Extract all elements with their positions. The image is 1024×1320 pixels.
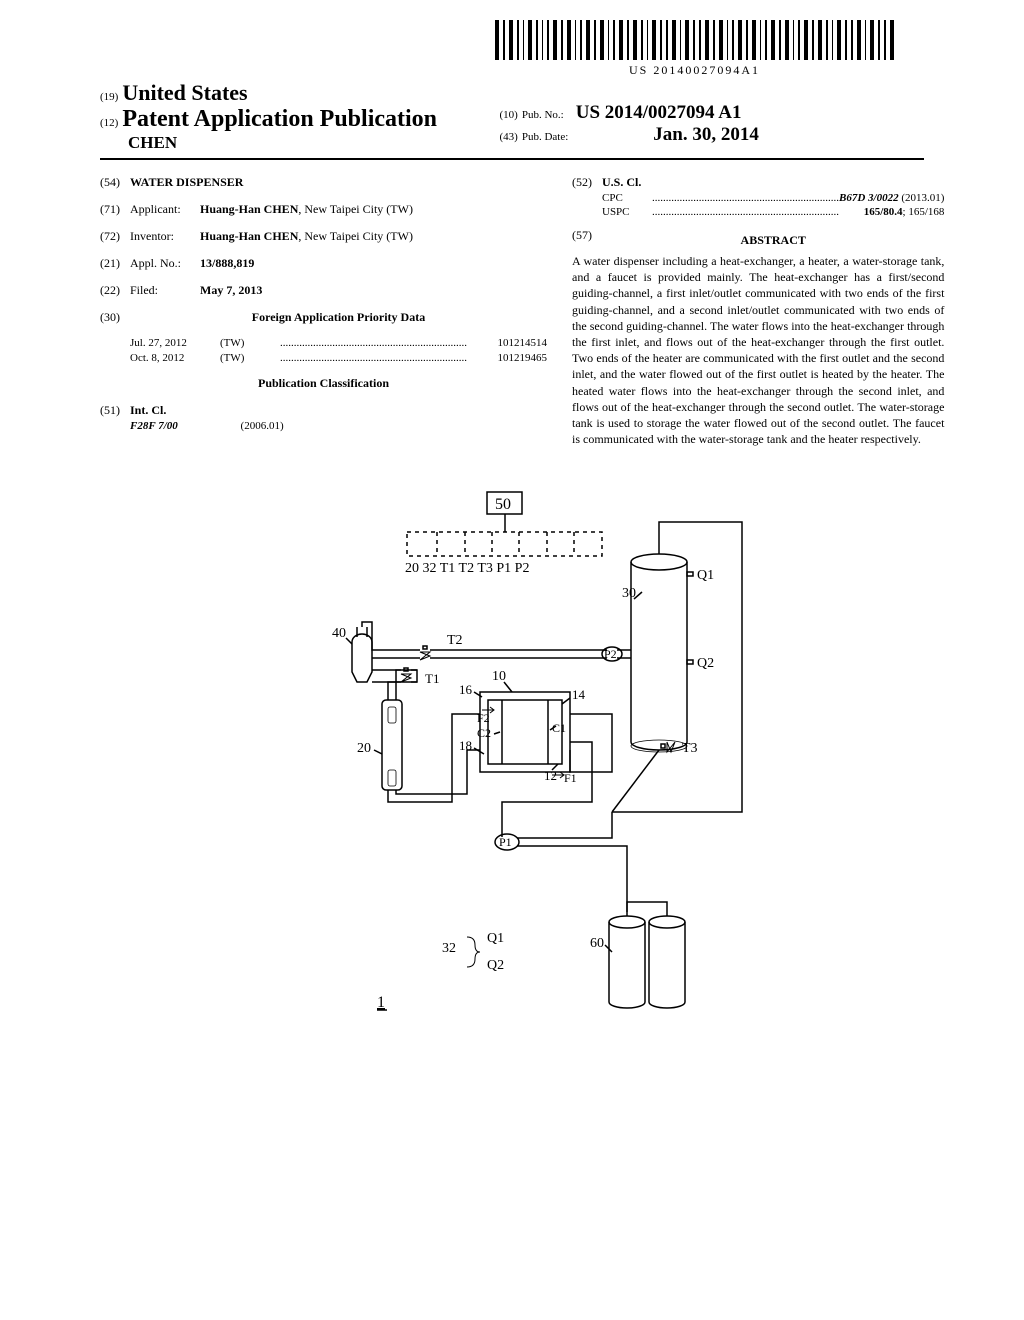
svg-text:1: 1 — [377, 994, 385, 1011]
applicant-code: (71) — [100, 202, 130, 217]
uspc-label: USPC — [602, 206, 652, 218]
svg-text:14: 14 — [572, 687, 586, 702]
inventor-code: (72) — [100, 229, 130, 244]
pub-class-header: Publication Classification — [100, 376, 547, 391]
applno-label: Appl. No.: — [130, 256, 200, 271]
intcl-label: Int. Cl. — [130, 403, 547, 418]
priority-date-0: Jul. 27, 2012 — [130, 337, 220, 349]
code-19: (19) — [100, 91, 118, 103]
cpc-value: B67D 3/0022 — [839, 192, 899, 204]
divider-line — [100, 158, 924, 160]
svg-text:P1: P1 — [499, 835, 512, 849]
svg-text:20 32 T1 T2 T3 P1 P2: 20 32 T1 T2 T3 P1 P2 — [405, 561, 529, 576]
priority-row-1: Oct. 8, 2012 (TW) 101219465 — [130, 352, 547, 364]
code-43: (43) — [500, 131, 518, 143]
abstract-code: (57) — [572, 228, 602, 253]
left-column: (54) WATER DISPENSER (71) Applicant: Hua… — [100, 175, 547, 447]
barcode-graphic — [495, 20, 894, 60]
inventor-loc: , New Taipei City (TW) — [298, 229, 413, 243]
svg-text:P2: P2 — [604, 647, 617, 661]
pub-date-label: Pub. Date: — [522, 131, 568, 143]
priority-number-1: 101219465 — [467, 352, 547, 364]
svg-text:10: 10 — [492, 669, 506, 684]
uspc-value: 165/80.4 — [864, 206, 903, 218]
diagram-area: 50 20 32 T1 T2 T3 P1 P2 30 Q1 Q2 — [100, 482, 924, 1057]
country: United States — [122, 80, 247, 105]
pub-no-label: Pub. No.: — [522, 109, 564, 121]
title-code: (54) — [100, 175, 130, 190]
priority-country-0: (TW) — [220, 337, 280, 349]
filed-label: Filed: — [130, 283, 200, 298]
svg-text:T2: T2 — [447, 633, 463, 648]
applno-code: (21) — [100, 256, 130, 271]
dots — [652, 192, 839, 204]
intcl-class: F28F 7/00 — [130, 420, 178, 432]
barcode-section: US 20140027094A1 — [495, 20, 894, 78]
svg-text:T1: T1 — [425, 671, 439, 686]
svg-text:20: 20 — [357, 741, 371, 756]
svg-text:60: 60 — [590, 936, 604, 951]
abstract-text: A water dispenser including a heat-excha… — [572, 253, 944, 447]
priority-header: Foreign Application Priority Data — [130, 310, 547, 325]
svg-text:50: 50 — [495, 496, 511, 513]
inventor-label: Inventor: — [130, 229, 200, 244]
patent-diagram: 50 20 32 T1 T2 T3 P1 P2 30 Q1 Q2 — [212, 482, 812, 1052]
patent-title: WATER DISPENSER — [130, 175, 547, 190]
svg-text:F1: F1 — [564, 771, 577, 785]
priority-number-0: 101214514 — [467, 337, 547, 349]
svg-text:Q2: Q2 — [487, 958, 504, 973]
uscl-label: U.S. Cl. — [602, 175, 944, 190]
filed-value: May 7, 2013 — [200, 283, 547, 298]
svg-text:16: 16 — [459, 682, 473, 697]
svg-text:T3: T3 — [682, 741, 698, 756]
header-section: (19) United States (12) Patent Applicati… — [100, 80, 924, 153]
svg-text:40: 40 — [332, 626, 346, 641]
filed-code: (22) — [100, 283, 130, 298]
svg-text:F2: F2 — [477, 711, 490, 725]
pub-no: US 2014/0027094 A1 — [576, 102, 742, 123]
dots — [280, 352, 467, 364]
code-10: (10) — [500, 109, 518, 121]
abstract-header: ABSTRACT — [602, 233, 944, 248]
applicant-label: Applicant: — [130, 202, 200, 217]
priority-country-1: (TW) — [220, 352, 280, 364]
dots — [652, 206, 864, 218]
priority-row-0: Jul. 27, 2012 (TW) 101214514 — [130, 337, 547, 349]
uspc-row: USPC 165/80.4; 165/168 — [602, 206, 944, 218]
svg-text:Q1: Q1 — [697, 568, 714, 583]
applno-value: 13/888,819 — [200, 256, 547, 271]
cpc-year: (2013.01) — [901, 192, 944, 204]
priority-date-1: Oct. 8, 2012 — [130, 352, 220, 364]
priority-code: (30) — [100, 310, 130, 325]
svg-text:Q1: Q1 — [487, 931, 504, 946]
cpc-row: CPC B67D 3/0022 (2013.01) — [602, 192, 944, 204]
svg-text:32: 32 — [442, 941, 456, 956]
uscl-code: (52) — [572, 175, 602, 190]
cpc-label: CPC — [602, 192, 652, 204]
barcode-text: US 20140027094A1 — [495, 63, 894, 78]
main-content: (54) WATER DISPENSER (71) Applicant: Hua… — [100, 175, 924, 447]
inventor-name: Huang-Han CHEN — [200, 229, 298, 243]
uspc-extra: ; 165/168 — [903, 206, 945, 218]
author-name: CHEN — [128, 133, 177, 152]
pub-date: Jan. 30, 2014 — [653, 124, 759, 145]
intcl-year: (2006.01) — [241, 420, 284, 432]
svg-text:C2: C2 — [477, 726, 491, 740]
doc-type: Patent Application Publication — [122, 106, 437, 132]
dots — [280, 337, 467, 349]
applicant-loc: , New Taipei City (TW) — [298, 202, 413, 216]
code-12: (12) — [100, 117, 118, 129]
intcl-code: (51) — [100, 403, 130, 418]
right-column: (52) U.S. Cl. CPC B67D 3/0022 (2013.01) … — [572, 175, 944, 447]
applicant-name: Huang-Han CHEN — [200, 202, 298, 216]
svg-text:Q2: Q2 — [697, 656, 714, 671]
